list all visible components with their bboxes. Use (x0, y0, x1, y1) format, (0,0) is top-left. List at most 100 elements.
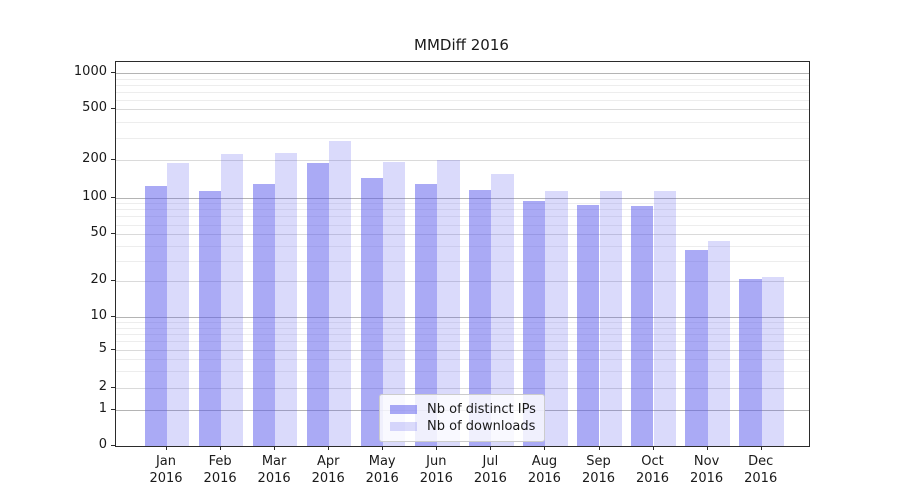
gridline-200 (116, 160, 809, 162)
bar-distinct-ips-mar (252, 184, 276, 446)
gridline-100 (116, 197, 809, 199)
gridline-minor (116, 224, 809, 226)
gridline-minor (116, 245, 809, 247)
ytick-label-1000: 1000 (73, 64, 107, 79)
ytick-label-5: 5 (98, 340, 107, 356)
bar-downloads-sep (599, 190, 622, 446)
ytick-label-500: 500 (82, 100, 107, 116)
bar-downloads-oct (653, 190, 676, 446)
legend-row-downloads: Nb of downloads (388, 418, 536, 435)
legend-swatch-distinct-ips (390, 405, 417, 414)
ytick-label-200: 200 (82, 151, 107, 167)
xtick-year: 2016 (473, 471, 507, 486)
gridline-minor (116, 334, 809, 335)
legend-label-distinct-ips: Nb of distinct IPs (427, 402, 536, 417)
gridline-minor (116, 91, 809, 93)
gridline-2 (116, 387, 809, 389)
gridline-5 (116, 349, 809, 351)
bar-downloads-apr (329, 140, 352, 446)
xtick-year: 2016 (257, 471, 291, 486)
xtick-month: Mar (261, 454, 287, 469)
gridline-minor (116, 78, 809, 80)
bar-distinct-ips-aug (523, 200, 546, 446)
xtick-mark-apr (328, 446, 330, 450)
legend-swatch-downloads (390, 422, 417, 431)
ytick-label-20: 20 (90, 272, 107, 288)
bar-downloads-may (383, 161, 406, 446)
xtick-year: 2016 (527, 471, 561, 486)
legend: Nb of distinct IPs Nb of downloads (379, 394, 545, 442)
ytick-mark-2 (111, 386, 115, 388)
bar-distinct-ips-nov (685, 249, 708, 446)
xtick-month: Aug (531, 454, 558, 469)
ytick-mark-1 (111, 409, 115, 411)
bar-downloads-nov (707, 240, 730, 446)
xtick-month: Dec (748, 454, 774, 469)
xtick-month: Apr (316, 454, 340, 469)
xtick-mark-mar (274, 446, 276, 450)
ytick-mark-1000 (111, 72, 115, 73)
ytick-mark-20 (111, 280, 115, 282)
bar-distinct-ips-dec (739, 278, 762, 446)
bar-distinct-ips-apr (306, 163, 330, 446)
xtick-mark-jan (166, 446, 167, 450)
bar-distinct-ips-feb (198, 191, 222, 446)
bar-downloads-mar (275, 153, 298, 446)
gridline-minor (116, 260, 809, 262)
gridline-500 (116, 109, 809, 111)
xtick-month: Jun (426, 454, 447, 469)
xtick-mark-jun (436, 446, 438, 450)
xtick-label-mar: Mar 2016 (242, 453, 306, 487)
ytick-label-0: 0 (98, 437, 107, 452)
xtick-label-nov: Nov 2016 (675, 453, 739, 487)
ytick-label-100: 100 (82, 188, 107, 204)
xtick-mark-may (382, 446, 384, 450)
bar-distinct-ips-sep (577, 204, 600, 446)
xtick-month: Sep (586, 454, 611, 469)
xtick-mark-feb (220, 446, 222, 450)
xtick-month: May (368, 454, 396, 469)
chart-title: MMDiff 2016 (414, 36, 509, 54)
gridline-50 (116, 234, 809, 236)
gridline-minor (116, 327, 809, 329)
xtick-mark-sep (598, 446, 600, 450)
ytick-label-50: 50 (90, 225, 107, 241)
gridline-1000 (116, 73, 809, 74)
xtick-year: 2016 (203, 471, 237, 486)
xtick-label-dec: Dec 2016 (729, 453, 793, 487)
ytick-mark-0 (111, 445, 115, 446)
xtick-month: Jan (155, 454, 177, 469)
xtick-label-jul: Jul 2016 (458, 453, 522, 487)
gridline-minor (116, 370, 809, 372)
xtick-mark-dec (760, 446, 762, 450)
bar-downloads-jun (437, 160, 460, 446)
gridline-minor (116, 84, 809, 86)
bar-downloads-feb (221, 153, 244, 446)
ytick-mark-10 (111, 316, 115, 318)
xtick-year: 2016 (149, 471, 183, 486)
xtick-mark-jul (490, 446, 492, 450)
gridline-minor (116, 203, 809, 205)
xtick-year: 2016 (744, 471, 778, 486)
ytick-mark-500 (111, 108, 115, 110)
gridline-minor (116, 99, 809, 101)
gridline-minor (116, 121, 809, 123)
xtick-month: Jul (482, 454, 499, 469)
ytick-mark-5 (111, 348, 115, 350)
xtick-year: 2016 (311, 471, 345, 486)
bar-downloads-jul (491, 173, 514, 446)
bar-distinct-ips-jul (469, 190, 492, 446)
xtick-year: 2016 (581, 471, 616, 486)
gridline-minor (116, 322, 809, 324)
xtick-label-oct: Oct 2016 (621, 453, 685, 487)
bar-distinct-ips-jan (144, 185, 167, 446)
xtick-label-feb: Feb 2016 (188, 453, 252, 487)
xtick-label-jun: Jun 2016 (404, 453, 468, 487)
plot-area: Nb of distinct IPs Nb of downloads (115, 61, 810, 447)
xtick-year: 2016 (635, 471, 670, 486)
ytick-mark-200 (111, 159, 115, 161)
bar-distinct-ips-jun (415, 184, 438, 446)
xtick-year: 2016 (690, 471, 724, 486)
legend-row-distinct-ips: Nb of distinct IPs (388, 401, 536, 418)
xtick-mark-nov (706, 446, 708, 450)
